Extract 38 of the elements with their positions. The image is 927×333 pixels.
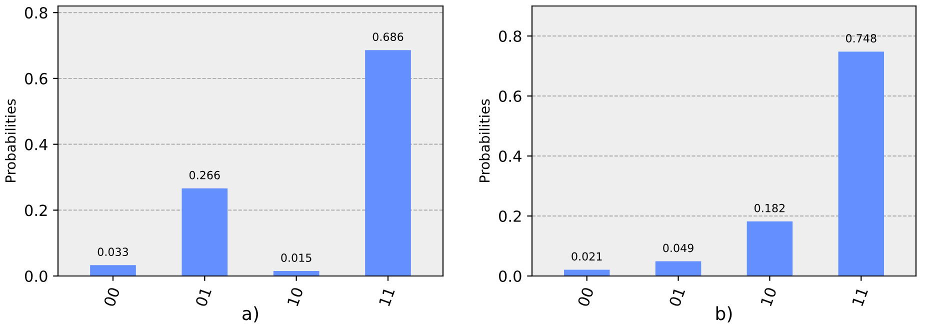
y-tick-label: 0.6	[24, 72, 48, 84]
data-label: 0.748	[846, 34, 876, 43]
x-axis-title: a)	[242, 306, 258, 322]
y-tick-label: 0.0	[498, 270, 522, 282]
y-tick-label: 0.6	[498, 90, 522, 102]
y-tick-label: 0.4	[498, 150, 522, 162]
x-tick-label: 10	[760, 286, 777, 306]
bar	[182, 188, 228, 276]
data-label: 0.021	[572, 252, 602, 261]
y-axis-title: Probabilities	[4, 99, 16, 182]
data-label: 0.182	[754, 204, 785, 212]
bar	[746, 221, 793, 276]
x-tick-label: 11	[378, 287, 395, 306]
y-tick-label: 0.8	[24, 7, 48, 19]
data-label: 0.266	[189, 170, 220, 180]
y-tick-label: 0.8	[498, 30, 522, 42]
y-tick-label: 0.4	[24, 138, 48, 150]
y-tick-label: 0.2	[24, 204, 47, 216]
bar	[273, 271, 320, 276]
bar	[564, 270, 610, 276]
bar	[365, 50, 411, 276]
bar	[838, 52, 884, 276]
data-label: 0.686	[372, 32, 404, 42]
x-axis-title: b)	[716, 306, 732, 322]
y-tick-label: 0.0	[24, 270, 48, 282]
x-tick-label: 10	[286, 286, 304, 306]
x-tick-label: 01	[194, 287, 212, 308]
y-tick-label: 0.2	[498, 210, 521, 222]
x-tick-label: 01	[668, 287, 686, 308]
x-tick-label: 00	[103, 286, 120, 308]
x-tick-label: 11	[852, 287, 868, 306]
data-label: 0.015	[281, 254, 312, 262]
data-label: 0.049	[663, 244, 694, 252]
bar	[655, 261, 702, 276]
y-axis-title: Probabilities	[478, 99, 490, 182]
x-tick-label: 00	[577, 286, 594, 308]
data-label: 0.033	[98, 248, 128, 256]
bar	[90, 265, 136, 276]
